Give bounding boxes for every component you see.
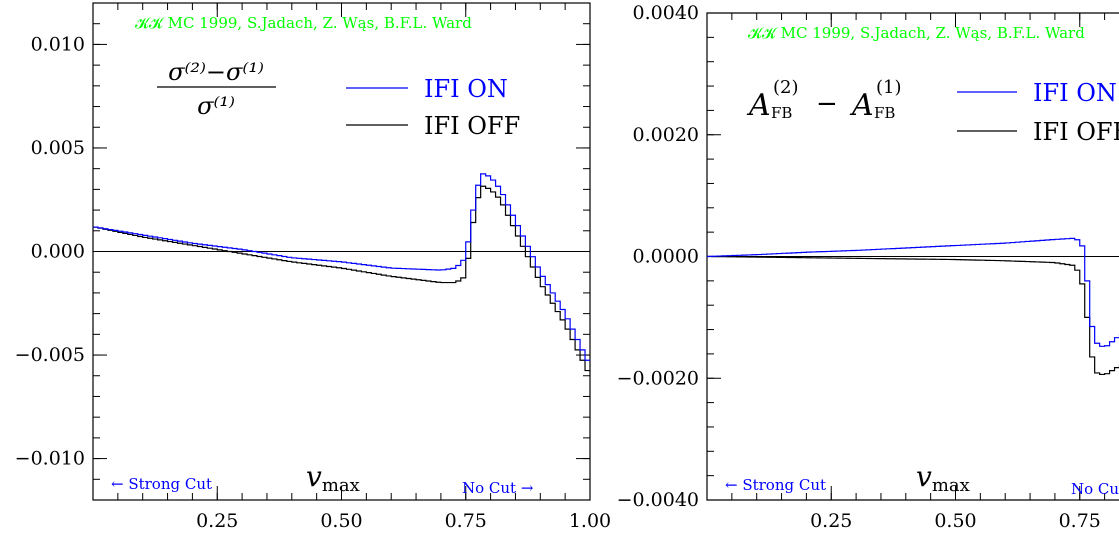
right-legend-label-ifi-off: IFI OFF — [1033, 118, 1119, 146]
svg-text:A: A — [746, 88, 771, 123]
left-ytick-label: 0.010 — [31, 33, 85, 55]
left-ytick-label: −0.010 — [15, 448, 85, 470]
left-formula-numerator: σ⁽²⁾−σ⁽¹⁾ — [168, 58, 264, 86]
right-ytick-labels: −0.0040 −0.0020 0.0000 0.0020 0.0040 — [617, 2, 699, 511]
svg-text:−: − — [816, 89, 838, 119]
right-xtick-label: 0.50 — [934, 510, 976, 532]
left-series-ifi-off — [93, 185, 590, 372]
left-legend-label-ifi-on: IFI ON — [424, 75, 508, 103]
svg-text:A: A — [849, 88, 874, 123]
right-ytick-label: −0.0020 — [617, 367, 699, 389]
right-annotation-no-cut: No Cut → — [1071, 480, 1119, 498]
right-ytick-label: 0.0000 — [633, 246, 699, 268]
left-ticks — [93, 2, 591, 501]
right-ytick-label: −0.0040 — [617, 489, 699, 511]
right-panel: −0.0040 −0.0020 0.0000 0.0020 0.0040 0.25 0.5… — [617, 2, 1119, 532]
left-legend-label-ifi-off: IFI OFF — [424, 112, 520, 140]
left-xtick-label: 1.00 — [569, 510, 611, 532]
left-credit: 𝓚𝓚 MC 1999, S.Jadach, Z. Wąs, B.F.L. War… — [135, 14, 472, 32]
svg-text:(2): (2) — [773, 77, 799, 98]
left-xtick-labels: 0.25 0.50 0.75 1.00 — [196, 510, 611, 532]
right-series-ifi-on — [707, 237, 1119, 347]
right-xlabel: vmax — [916, 460, 970, 496]
right-formula: A (2) FB − A (1) FB — [746, 77, 902, 123]
left-formula-denominator: σ⁽¹⁾ — [197, 92, 235, 120]
right-xtick-labels: 0.25 0.50 0.75 — [810, 510, 1101, 532]
left-ytick-label: 0.000 — [31, 241, 85, 263]
right-xtick-label: 0.75 — [1059, 510, 1101, 532]
left-ytick-labels: −0.010 −0.005 0.000 0.005 0.010 — [15, 33, 85, 469]
right-annotation-strong-cut: ← Strong Cut — [725, 476, 826, 494]
left-annotation-strong-cut: ← Strong Cut — [111, 475, 212, 493]
left-panel: −0.010 −0.005 0.000 0.005 0.010 0.25 0.50 0.75… — [15, 2, 611, 532]
right-series-ifi-off — [707, 255, 1119, 376]
left-xlabel: vmax — [306, 460, 360, 496]
left-xtick-label: 0.75 — [445, 510, 487, 532]
left-annotation-no-cut: No Cut → — [462, 479, 534, 497]
right-xtick-label: 0.25 — [810, 510, 852, 532]
right-ytick-label: 0.0040 — [633, 2, 699, 24]
left-ytick-label: −0.005 — [15, 344, 85, 366]
left-xtick-label: 0.50 — [320, 510, 362, 532]
svg-text:FB: FB — [771, 104, 792, 122]
left-series-ifi-on — [93, 173, 590, 361]
left-ytick-label: 0.005 — [31, 137, 85, 159]
right-ytick-label: 0.0020 — [633, 124, 699, 146]
svg-text:(1): (1) — [876, 77, 902, 98]
right-ticks — [707, 12, 1106, 501]
right-credit: 𝓚𝓚 MC 1999, S.Jadach, Z. Wąs, B.F.L. War… — [748, 24, 1085, 42]
right-legend-label-ifi-on: IFI ON — [1033, 79, 1117, 107]
svg-text:FB: FB — [874, 104, 895, 122]
left-xtick-label: 0.25 — [196, 510, 238, 532]
